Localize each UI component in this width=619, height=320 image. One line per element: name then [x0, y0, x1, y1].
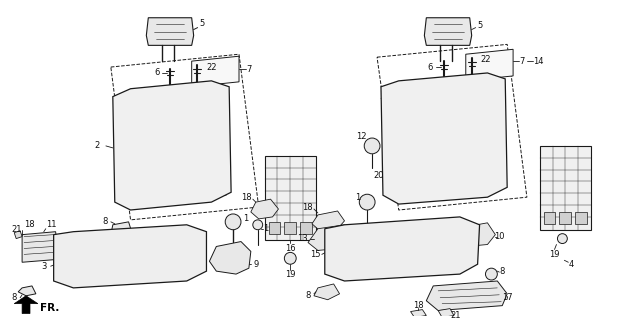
Circle shape [364, 138, 380, 154]
Text: 21: 21 [451, 311, 461, 320]
Polygon shape [465, 49, 513, 81]
Text: 12: 12 [356, 132, 366, 140]
Polygon shape [312, 211, 345, 231]
Text: FR.: FR. [40, 303, 59, 313]
Circle shape [284, 252, 296, 264]
Text: 2: 2 [95, 141, 100, 150]
Polygon shape [269, 222, 280, 234]
Text: 22: 22 [480, 55, 491, 64]
Text: 20: 20 [374, 171, 384, 180]
Text: 3: 3 [41, 262, 46, 271]
Polygon shape [438, 308, 454, 317]
Text: 16: 16 [285, 244, 296, 253]
Polygon shape [325, 217, 480, 281]
Text: 15: 15 [310, 250, 320, 259]
Polygon shape [560, 212, 571, 224]
Text: 19: 19 [549, 250, 560, 259]
Polygon shape [111, 222, 132, 239]
Text: 10: 10 [494, 232, 504, 241]
Polygon shape [265, 156, 316, 240]
Text: 22: 22 [206, 62, 217, 72]
Text: 19: 19 [285, 269, 295, 279]
Polygon shape [54, 225, 207, 288]
Polygon shape [381, 73, 507, 204]
Polygon shape [575, 212, 587, 224]
Text: 14: 14 [534, 57, 544, 66]
Polygon shape [425, 18, 472, 45]
Text: 5: 5 [199, 19, 204, 28]
Polygon shape [458, 223, 495, 246]
Text: 8: 8 [500, 267, 505, 276]
Polygon shape [113, 81, 231, 210]
Text: 8: 8 [102, 217, 108, 226]
Text: 8: 8 [12, 293, 17, 302]
Polygon shape [314, 284, 340, 300]
Text: 8: 8 [305, 291, 311, 300]
Polygon shape [192, 56, 239, 87]
Polygon shape [284, 222, 296, 234]
Polygon shape [22, 232, 59, 262]
Circle shape [225, 214, 241, 230]
Text: 17: 17 [502, 293, 513, 302]
Polygon shape [18, 286, 36, 296]
Circle shape [359, 194, 375, 210]
Polygon shape [308, 225, 352, 251]
Text: 7: 7 [519, 57, 525, 66]
Text: 18: 18 [301, 203, 313, 212]
Circle shape [253, 220, 262, 230]
Polygon shape [410, 309, 426, 317]
Polygon shape [543, 212, 555, 224]
Polygon shape [426, 281, 507, 311]
Text: 6: 6 [428, 62, 433, 72]
Polygon shape [300, 222, 312, 234]
Polygon shape [146, 18, 194, 45]
Polygon shape [209, 242, 251, 274]
Polygon shape [14, 296, 38, 314]
Text: 18: 18 [413, 301, 424, 310]
Text: 13: 13 [297, 234, 308, 243]
Polygon shape [251, 199, 279, 219]
Text: 4: 4 [569, 260, 574, 269]
Text: 21: 21 [11, 225, 22, 234]
Circle shape [558, 234, 568, 244]
Text: 1: 1 [243, 214, 249, 223]
Text: 18: 18 [24, 220, 34, 229]
Text: 1: 1 [355, 193, 360, 202]
Polygon shape [540, 146, 591, 230]
Text: 18: 18 [241, 193, 251, 202]
Text: 11: 11 [46, 220, 57, 229]
Text: 7: 7 [246, 65, 251, 74]
Text: 6: 6 [155, 68, 160, 77]
Text: 5: 5 [477, 21, 482, 30]
Circle shape [485, 268, 497, 280]
Text: 1: 1 [263, 224, 268, 233]
Text: 9: 9 [253, 260, 258, 269]
Polygon shape [14, 231, 22, 239]
